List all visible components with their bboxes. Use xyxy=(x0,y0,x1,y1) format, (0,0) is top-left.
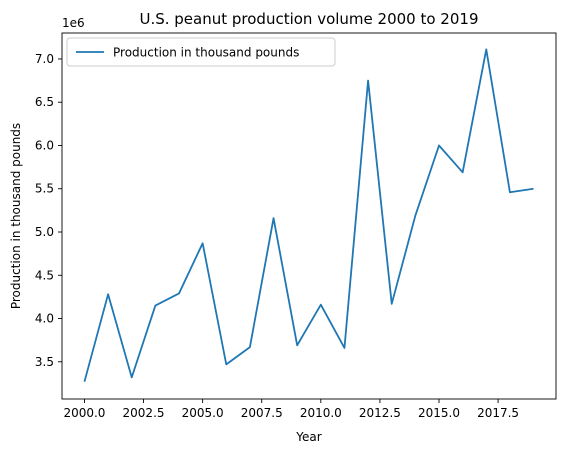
y-tick-label: 6.0 xyxy=(35,138,54,152)
plot-frame xyxy=(61,32,557,400)
x-tick-label: 2002.5 xyxy=(123,406,165,420)
x-axis: 2000.0 2002.5 2005.0 2007.5 2010.0 2012.5 2015… xyxy=(63,399,519,420)
x-tick-label: 2012.5 xyxy=(359,406,401,420)
y-tick-label: 4.5 xyxy=(35,268,54,282)
legend-box xyxy=(66,37,336,67)
y-tick-label: 5.5 xyxy=(35,182,54,196)
x-tick-label: 2015.0 xyxy=(418,406,460,420)
plot-area xyxy=(61,32,557,400)
legend: Production in thousand pounds xyxy=(66,37,336,67)
y-offset-label: 1e6 xyxy=(62,16,85,30)
series-line xyxy=(83,48,534,382)
y-tick-label: 5.0 xyxy=(35,225,54,239)
x-tick-label: 2000.0 xyxy=(63,406,105,420)
y-tick-label: 6.5 xyxy=(35,95,54,109)
x-tick-label: 2010.0 xyxy=(300,406,342,420)
y-tick-label: 7.0 xyxy=(35,52,54,66)
chart-title: U.S. peanut production volume 2000 to 20… xyxy=(139,10,478,28)
y-axis: 3.5 4.0 4.5 5.0 5.5 6.0 6.5 7.0 xyxy=(35,52,62,369)
legend-label: Production in thousand pounds xyxy=(113,46,299,60)
plot-background xyxy=(62,33,556,399)
x-tick-label: 2005.0 xyxy=(182,406,224,420)
x-axis-label: Year xyxy=(295,430,321,444)
y-tick-label: 4.0 xyxy=(35,312,54,326)
x-tick-label: 2017.5 xyxy=(477,406,519,420)
y-tick-label: 3.5 xyxy=(35,355,54,369)
x-tick-label: 2007.5 xyxy=(241,406,283,420)
y-axis-label: Production in thousand pounds xyxy=(9,123,23,309)
